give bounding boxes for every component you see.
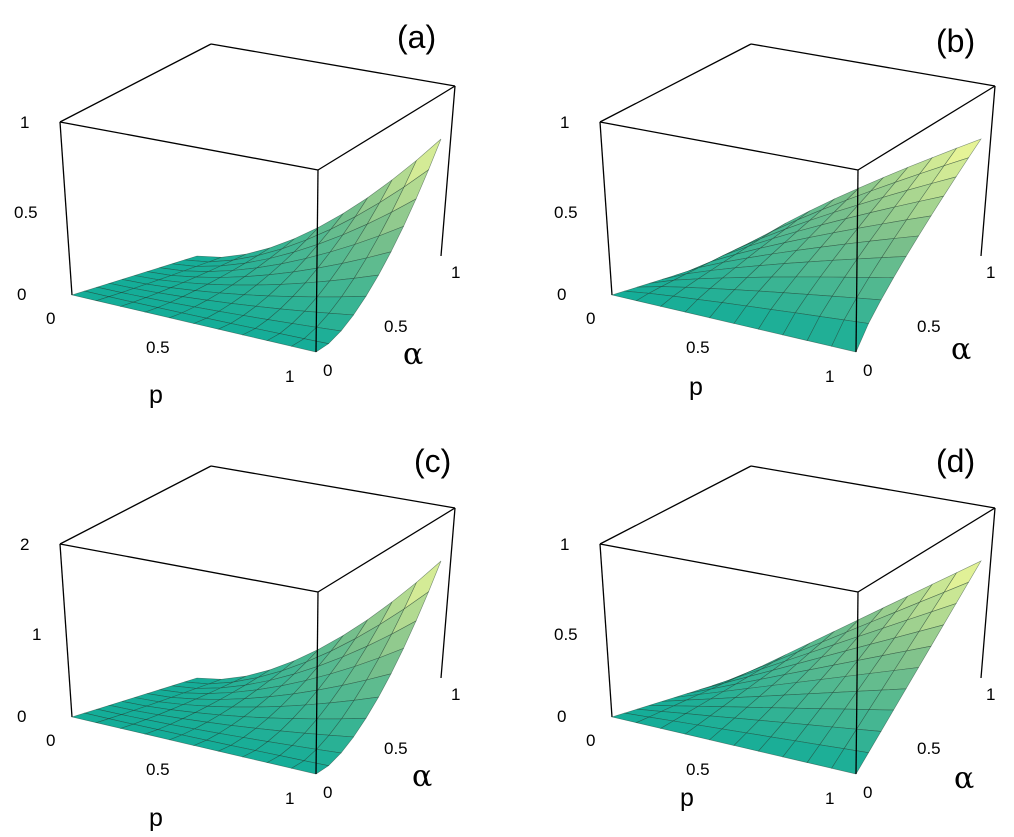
alpha-tick-0-5: 0.5 — [917, 317, 941, 336]
alpha-tick-0-5: 0.5 — [917, 739, 941, 758]
surface — [610, 560, 982, 775]
z-tick-mid: 0.5 — [14, 203, 38, 222]
z-tick-mid: 0.5 — [554, 203, 578, 222]
z-tick-zero: 0 — [17, 707, 26, 726]
panel-label: (c) — [414, 443, 451, 479]
alpha-tick-0: 0 — [323, 783, 332, 802]
p-tick-1: 1 — [285, 789, 294, 808]
p-tick-1: 1 — [825, 367, 834, 386]
back-box — [599, 43, 996, 296]
surface-cell — [290, 338, 330, 353]
p-tick-0-5: 0.5 — [146, 760, 170, 779]
p-tick-0-5: 0.5 — [686, 760, 710, 779]
alpha-tick-0-5: 0.5 — [384, 317, 408, 336]
p-axis-label: p — [680, 784, 694, 812]
z-tick-top: 1 — [560, 113, 569, 132]
alpha-tick-1: 1 — [451, 263, 460, 282]
p-tick-0-5: 0.5 — [146, 338, 170, 357]
surface-cell — [290, 760, 330, 775]
panel-label: (b) — [936, 23, 975, 59]
panel-d: 1 0.5 0 0 0.5 1 0 0.5 1 p α (d) — [540, 422, 1014, 837]
alpha-tick-1: 1 — [986, 685, 995, 704]
alpha-tick-1: 1 — [986, 263, 995, 282]
alpha-axis-label: α — [951, 332, 971, 367]
p-axis-label: p — [689, 373, 703, 401]
front-box — [59, 507, 456, 775]
back-box — [599, 465, 996, 718]
p-axis-label: p — [149, 381, 163, 409]
panel-label: (d) — [936, 443, 975, 479]
surface-cell — [831, 748, 869, 775]
alpha-axis-label: α — [403, 337, 423, 372]
panel-b: 1 0.5 0 0 0.5 1 0 0.5 1 p α (b) — [540, 0, 1014, 415]
panel-a: 1 0.5 0 0 0.5 1 0 0.5 1 p α (a) — [0, 0, 507, 415]
p-tick-0: 0 — [46, 309, 55, 328]
alpha-tick-0: 0 — [863, 361, 872, 380]
alpha-axis-label: α — [412, 759, 432, 794]
back-box — [59, 43, 456, 296]
back-box — [59, 465, 456, 718]
panel-c: 2 1 0 0 0.5 1 0 0.5 1 p α (c) — [0, 422, 507, 837]
p-tick-1: 1 — [285, 367, 294, 386]
z-tick-zero: 0 — [557, 707, 566, 726]
p-axis-label: p — [149, 804, 163, 832]
alpha-tick-1: 1 — [451, 685, 460, 704]
surface-plot-d: 1 0.5 0 0 0.5 1 0 0.5 1 p α (d) — [554, 443, 996, 812]
z-tick-zero: 0 — [557, 285, 566, 304]
p-tick-0: 0 — [586, 731, 595, 750]
alpha-tick-0: 0 — [323, 361, 332, 380]
surface-plot-b: 1 0.5 0 0 0.5 1 0 0.5 1 p α (b) — [554, 23, 996, 401]
surface-cell — [831, 319, 869, 353]
surface — [70, 138, 442, 353]
p-tick-0: 0 — [46, 731, 55, 750]
p-tick-1: 1 — [825, 789, 834, 808]
p-tick-0: 0 — [586, 309, 595, 328]
surface — [70, 560, 442, 775]
surface-plot-a: 1 0.5 0 0 0.5 1 0 0.5 1 p α (a) — [14, 19, 460, 409]
front-box — [599, 85, 996, 353]
p-tick-0-5: 0.5 — [686, 338, 710, 357]
panel-label: (a) — [397, 19, 436, 55]
z-tick-mid: 1 — [32, 625, 41, 644]
alpha-axis-label: α — [954, 761, 974, 796]
z-tick-top: 1 — [20, 113, 29, 132]
z-tick-top: 2 — [20, 535, 29, 554]
front-box — [599, 507, 996, 775]
surface — [610, 138, 982, 353]
alpha-tick-0-5: 0.5 — [384, 739, 408, 758]
z-tick-mid: 0.5 — [554, 625, 578, 644]
alpha-tick-0: 0 — [863, 783, 872, 802]
front-box — [59, 85, 456, 353]
surface-plot-c: 2 1 0 0 0.5 1 0 0.5 1 p α (c) — [17, 443, 460, 832]
z-tick-top: 1 — [560, 535, 569, 554]
z-tick-zero: 0 — [17, 285, 26, 304]
